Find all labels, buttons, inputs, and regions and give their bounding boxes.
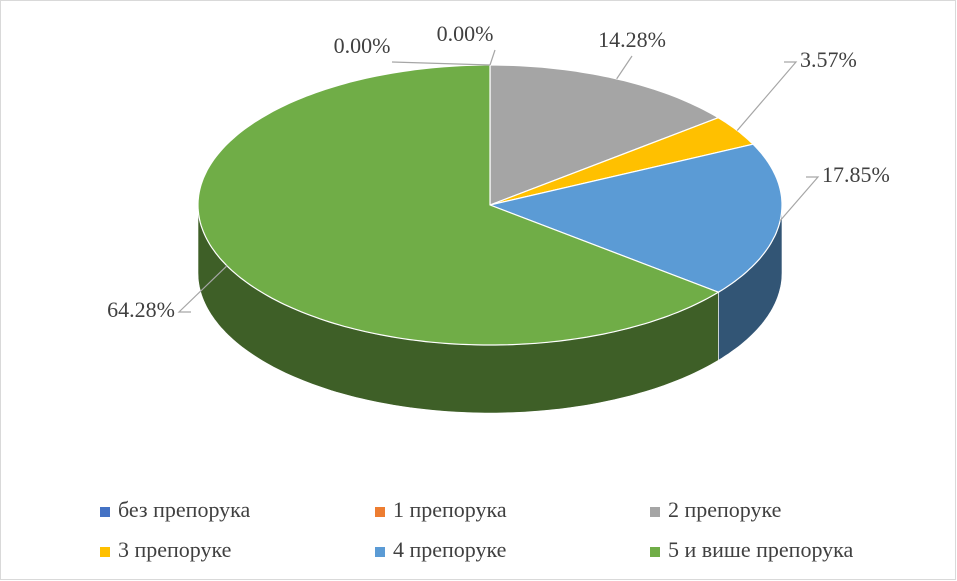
- leader-line: [779, 176, 820, 222]
- data-label: 14.28%: [598, 27, 666, 52]
- legend-label: 2 препоруке: [668, 497, 781, 522]
- data-label: 17.85%: [822, 162, 890, 187]
- legend-label: 1 препорука: [393, 497, 507, 522]
- data-label: 0.00%: [334, 33, 391, 58]
- data-label: 64.28%: [107, 297, 175, 322]
- legend-swatch: [650, 547, 660, 557]
- slice: [487, 143, 783, 293]
- legend-swatch: [375, 507, 385, 517]
- leader-line: [489, 49, 496, 66]
- slice: [489, 64, 720, 206]
- leader-line: [391, 61, 491, 66]
- data-label: 0.00%: [437, 21, 494, 46]
- legend-label: 5 и више препорука: [668, 537, 854, 562]
- data-label: 3.57%: [800, 47, 857, 72]
- legend-swatch: [650, 507, 660, 517]
- legend-swatch: [100, 507, 110, 517]
- leader-line: [736, 61, 798, 131]
- legend-swatch: [100, 547, 110, 557]
- leader-line: [177, 265, 228, 313]
- legend-label: 4 препоруке: [393, 537, 506, 562]
- leader-line: [616, 55, 633, 80]
- legend-swatch: [375, 547, 385, 557]
- slice: [489, 117, 755, 206]
- legend-label: 3 препоруке: [118, 537, 231, 562]
- legend-label: без препорука: [118, 497, 251, 522]
